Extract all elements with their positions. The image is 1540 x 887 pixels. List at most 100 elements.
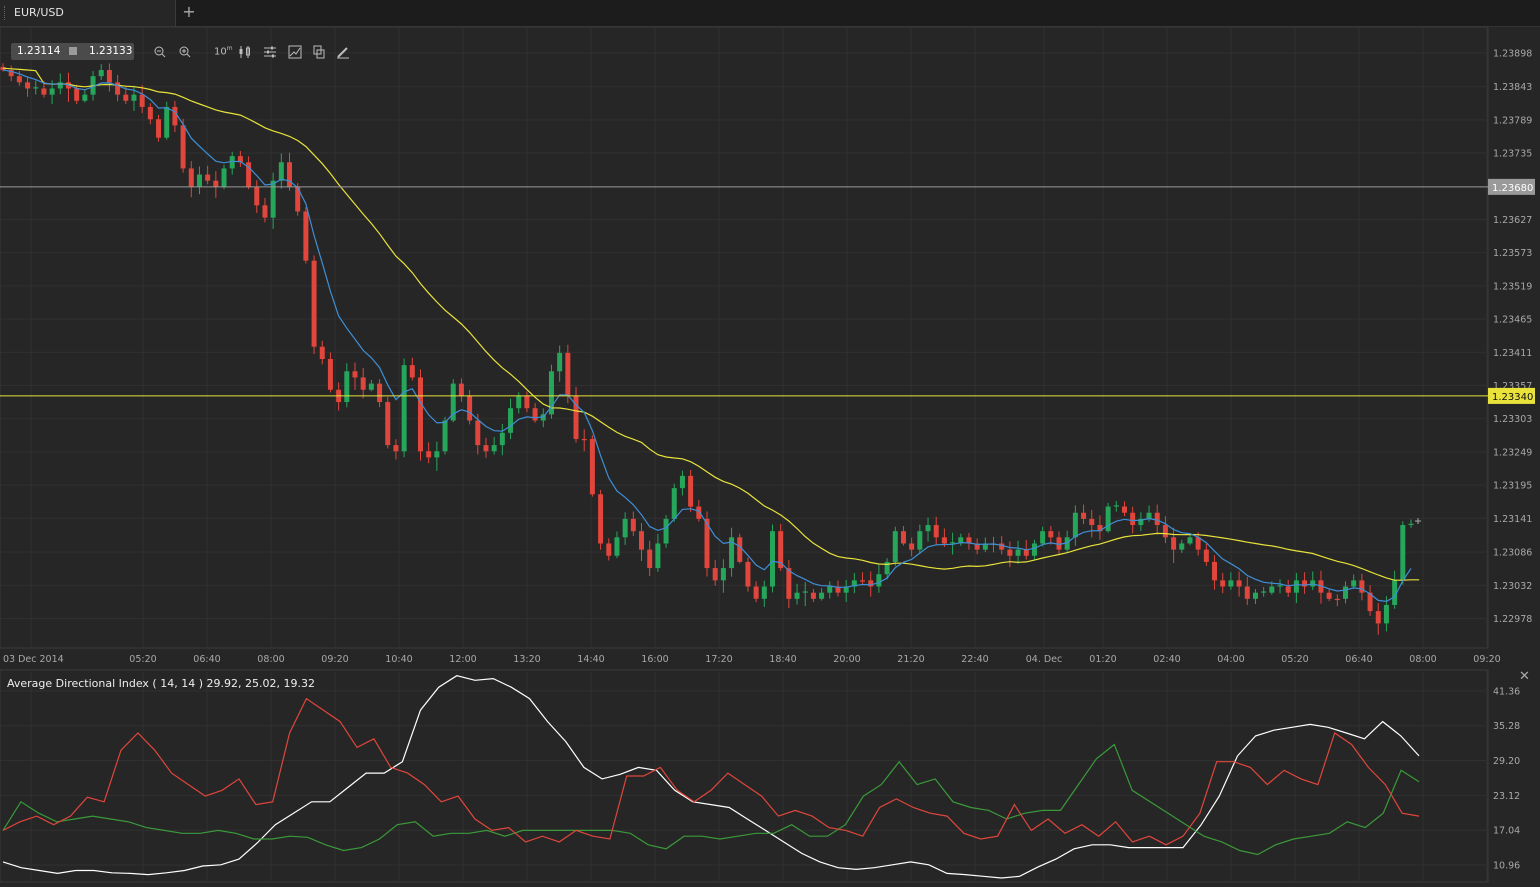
- pencil-icon: [337, 47, 349, 59]
- timeframe-unit: m: [226, 45, 233, 52]
- candle-bear: [704, 518, 710, 569]
- candle-bear: [1097, 525, 1103, 532]
- candle-bear: [1154, 512, 1160, 526]
- y-tick-label: 1.23086: [1493, 548, 1532, 559]
- candle-bear: [606, 543, 612, 556]
- zoom-out-button[interactable]: [152, 44, 168, 60]
- x-tick-label: 21:20: [897, 654, 924, 665]
- candle-bear: [475, 420, 481, 446]
- candle-bull: [1408, 523, 1414, 526]
- close-indicator-icon[interactable]: ✕: [1519, 669, 1530, 684]
- candle-bear: [172, 106, 178, 126]
- di-plus-line: [2, 743, 1420, 856]
- indicators-button[interactable]: [262, 44, 278, 60]
- ask-price: 1.23133: [89, 45, 133, 57]
- price-panel: [0, 26, 1489, 649]
- candle-bear: [933, 525, 939, 538]
- tab-eurusd[interactable]: EUR/USD: [0, 0, 176, 26]
- candle-bull: [1105, 506, 1111, 532]
- x-tick-label: 05:20: [129, 654, 156, 665]
- candle-bull: [1269, 586, 1275, 593]
- chart-type-button[interactable]: [237, 44, 253, 60]
- candle-bear: [409, 365, 415, 378]
- candle-bull: [1277, 585, 1283, 587]
- y-tick-label: 1.23789: [1493, 115, 1532, 126]
- candle-bull: [1343, 586, 1349, 599]
- zoom-out-icon: [154, 46, 166, 58]
- candle-bear: [1359, 580, 1365, 593]
- x-tick-label: 01:20: [1089, 654, 1116, 665]
- candle-bull: [720, 568, 726, 581]
- candle-bear: [598, 494, 604, 544]
- candle-bull: [278, 162, 284, 181]
- candle-bull: [1040, 531, 1046, 544]
- candle-bear: [1048, 531, 1054, 538]
- candle-bear: [483, 445, 489, 452]
- candle-bear: [868, 580, 874, 587]
- studies-button[interactable]: [287, 44, 303, 60]
- candle-bear: [123, 94, 129, 101]
- x-tick-label: 06:40: [1345, 654, 1372, 665]
- candle-bear: [205, 174, 211, 181]
- x-tick-label: 10:40: [385, 654, 412, 665]
- candle-bull: [1293, 580, 1299, 593]
- candle-bear: [778, 531, 784, 569]
- draw-button[interactable]: [335, 44, 351, 60]
- candle-bear: [115, 82, 121, 95]
- candle-bear: [311, 260, 317, 347]
- candle-bear: [1056, 537, 1062, 550]
- x-tick-label: 03 Dec 2014: [3, 654, 64, 665]
- candle-bear: [16, 76, 22, 83]
- candle-bear: [262, 205, 268, 218]
- drag-handle-icon[interactable]: [4, 6, 7, 20]
- candle-bear: [1285, 586, 1291, 593]
- indicator-y-tick-label: 35.28: [1493, 721, 1520, 732]
- candle-bear: [581, 438, 587, 441]
- candle-bear: [1130, 512, 1136, 526]
- horizontal-line-tag: [1488, 178, 1535, 195]
- candle-bull: [1146, 512, 1152, 519]
- timeframe-value: 10: [214, 46, 227, 58]
- candle-bear: [385, 402, 391, 446]
- candle-bear: [1203, 549, 1209, 562]
- candle-bull: [98, 70, 104, 77]
- indicator-y-tick-label: 17.04: [1493, 826, 1520, 837]
- y-tick-label: 1.23357: [1493, 381, 1532, 392]
- indicator-title: Average Directional Index ( 14, 14 ) 29.…: [7, 677, 315, 690]
- candle-bull: [802, 591, 808, 593]
- zoom-in-button[interactable]: [177, 44, 193, 60]
- candle-bear: [639, 531, 645, 550]
- candlestick-icon: [239, 46, 250, 58]
- indicator-y-tick-label: 10.96: [1493, 861, 1520, 872]
- candle-bull: [164, 106, 170, 138]
- candle-bear: [1334, 598, 1340, 601]
- quote-box: 1.23114 1.23133: [11, 43, 134, 60]
- adx-line: [2, 675, 1420, 879]
- candle-bull: [679, 475, 685, 489]
- y-tick-label: 1.23735: [1493, 149, 1532, 160]
- y-tick-label: 1.23195: [1493, 481, 1532, 492]
- y-tick-label: 1.22978: [1493, 614, 1532, 625]
- candle-bull: [229, 156, 235, 169]
- add-tab-button[interactable]: +: [182, 2, 196, 21]
- candle-bear: [1007, 549, 1013, 556]
- candle-bull: [401, 365, 407, 452]
- x-tick-label: 04. Dec: [1026, 654, 1063, 665]
- indicator-y-tick-label: 41.36: [1493, 686, 1520, 697]
- candle-bull: [622, 518, 628, 538]
- bid-price: 1.23114: [17, 45, 61, 57]
- candle-bull: [1400, 525, 1406, 581]
- candle-bear: [524, 395, 530, 409]
- candle-bear: [1212, 561, 1218, 581]
- candle-bear: [999, 543, 1005, 550]
- candle-bull: [557, 352, 563, 372]
- candle-bull: [982, 543, 988, 550]
- copy-button[interactable]: [311, 44, 327, 60]
- zoom-in-icon: [179, 46, 191, 58]
- candle-bull: [794, 592, 800, 599]
- candle-bull: [843, 586, 849, 593]
- timeframe-selector[interactable]: 10m: [214, 45, 233, 57]
- candle-bull: [82, 94, 88, 101]
- candle-bull: [729, 537, 735, 569]
